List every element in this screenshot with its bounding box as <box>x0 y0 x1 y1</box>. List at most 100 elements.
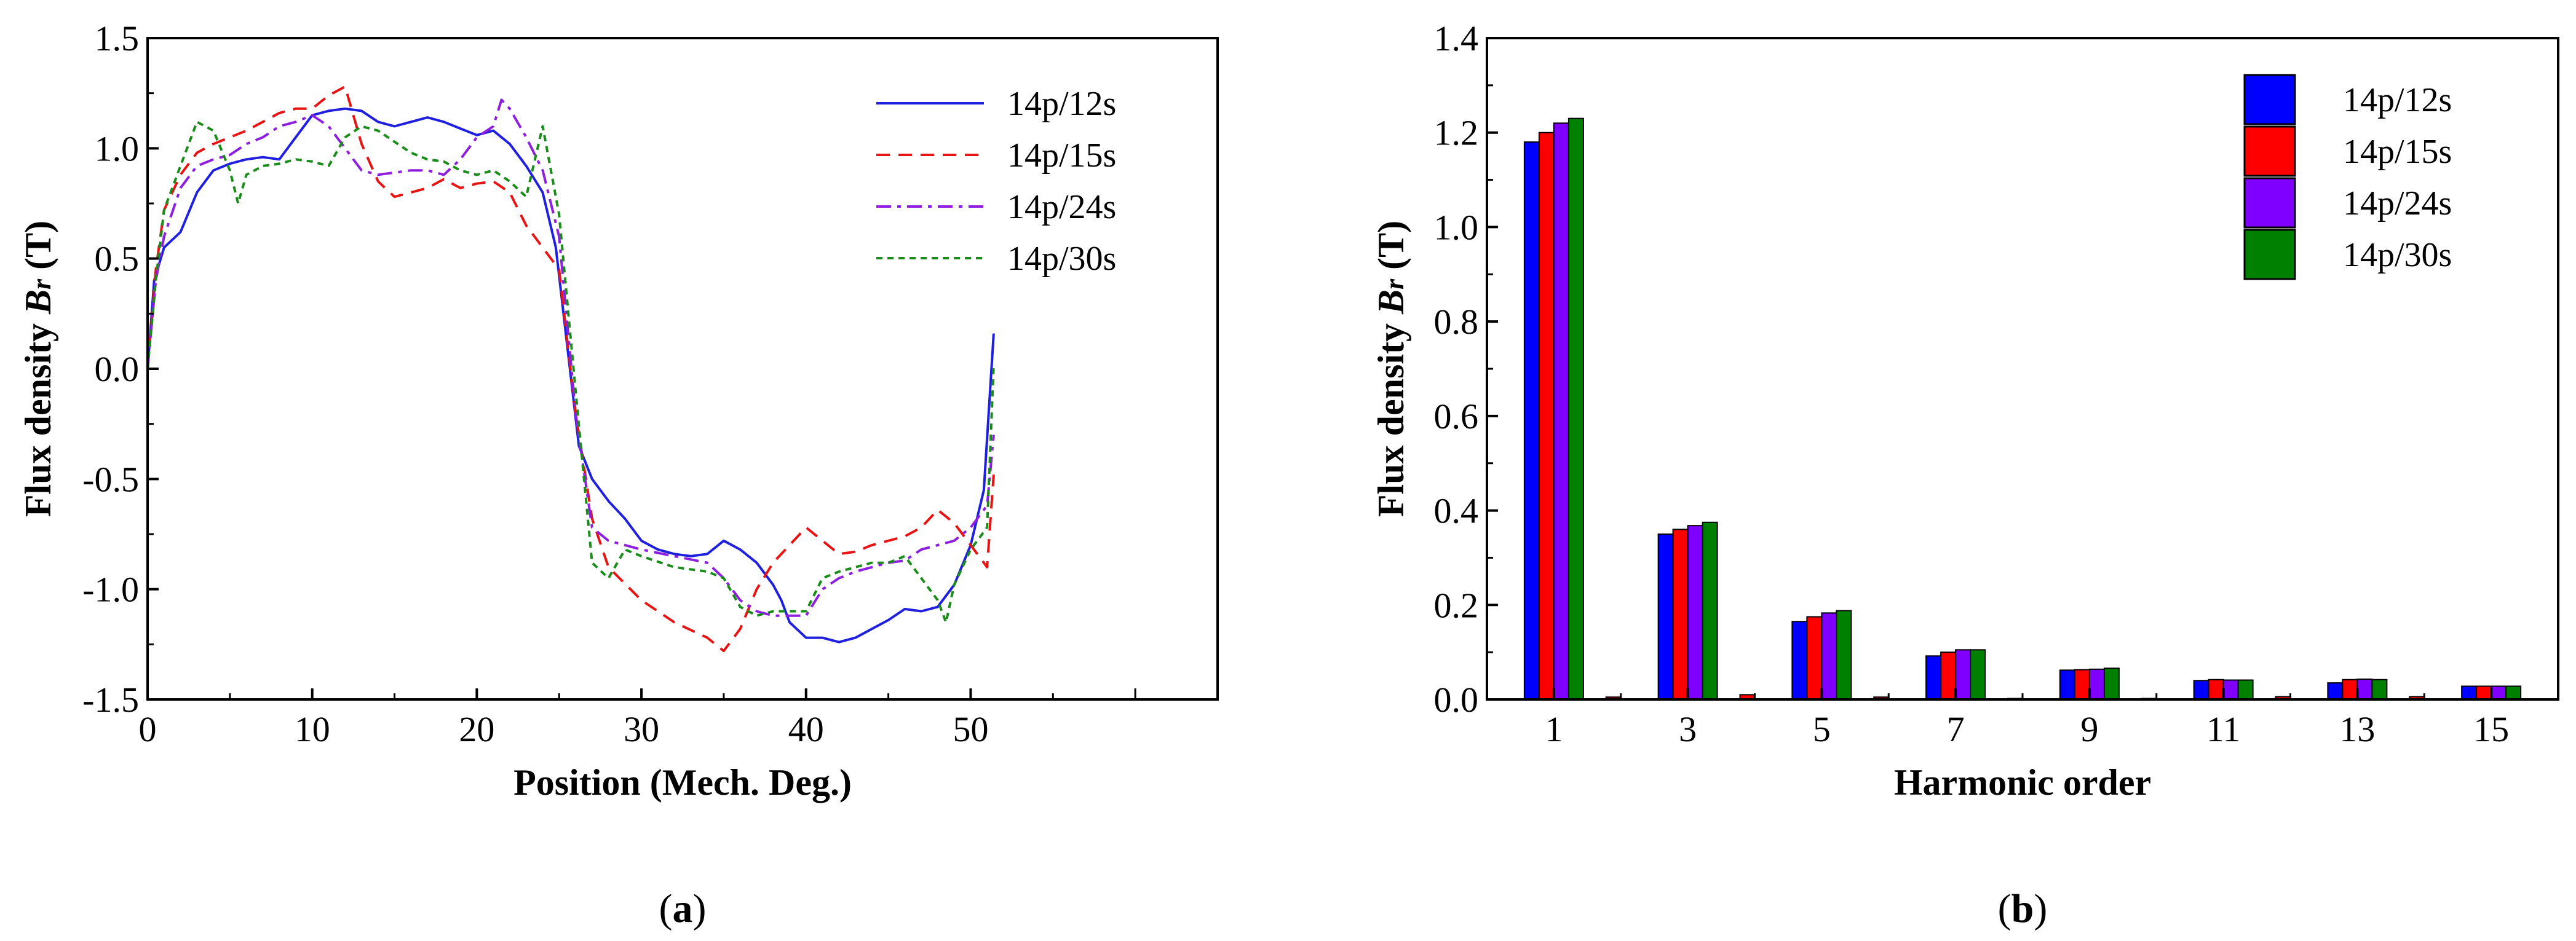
bar-14p-15s-harmonic-15 <box>2476 685 2492 700</box>
bar-14p-12s-harmonic-7 <box>1925 655 1942 700</box>
bar-14p-24s-harmonic-3 <box>1687 525 1703 700</box>
legend-label: 14p/15s <box>1007 136 1116 175</box>
legend-swatch-14p-24s <box>2243 177 2296 229</box>
bar-14p-15s-harmonic-5 <box>1806 616 1823 700</box>
panel-a-y-tick-label: -1.5 <box>82 680 139 720</box>
bar-14p-24s-harmonic-13 <box>2356 678 2373 700</box>
panel-a-x-tick-label: 10 <box>295 709 330 749</box>
bar-14p-30s-harmonic-1 <box>1567 117 1584 700</box>
bar-14p-12s-harmonic-1 <box>1523 141 1540 701</box>
panel-b-label-open: ( <box>1998 886 2011 931</box>
legend-label: 14p/30s <box>1007 240 1116 278</box>
panel-a-y-axis-title: Flux density Br (T) <box>18 221 58 517</box>
panel-a-y-axis-title-text: Flux density <box>18 314 58 517</box>
bar-14p-30s-harmonic-7 <box>1970 649 1986 701</box>
panel-a-x-axis-title: Position (Mech. Deg.) <box>513 762 852 803</box>
panel-a-x-tick-label: 20 <box>459 709 494 749</box>
bar-14p-30s-harmonic-11 <box>2237 679 2254 700</box>
panel-a-x-tick-label: 50 <box>953 709 988 749</box>
panel-a-y-axis-title-unit: (T) <box>18 221 58 279</box>
bar-14p-12s-harmonic-13 <box>2327 682 2344 700</box>
panel-a-y-axis-title-subscript: r <box>26 278 57 289</box>
panel-b-y-tick-label: 1.0 <box>1434 207 1479 247</box>
panel-a-y-tick-label: 1.5 <box>95 18 140 58</box>
bar-14p-24s-harmonic-15 <box>2491 685 2507 700</box>
bar-14p-15s-harmonic-11 <box>2208 679 2224 700</box>
panel-b-y-axis-title-subscript: r <box>1379 278 1409 289</box>
panel-b-y-tick-label: 1.2 <box>1434 113 1479 153</box>
panel-a-label-open: ( <box>659 886 673 931</box>
bar-14p-30s-harmonic-9 <box>2103 667 2120 701</box>
panel-b-label-close: ) <box>2034 886 2047 931</box>
panel-b-y-axis-title-symbol: B <box>1371 289 1411 315</box>
panel-a-legend: 14p/12s 14p/15s 14p/24s 14p/30s <box>876 85 1116 278</box>
bar-14p-15s-harmonic-1 <box>1538 132 1555 700</box>
bar-14p-12s-harmonic-15 <box>2461 685 2478 700</box>
bar-14p-15s-harmonic-9 <box>2074 669 2090 700</box>
panel-a-y-tick-label: 1.0 <box>95 128 140 168</box>
bar-14p-30s-harmonic-3 <box>1702 521 1718 700</box>
bar-14p-24s-harmonic-5 <box>1821 612 1837 701</box>
panel-a-y-tick-label: 0.0 <box>95 349 140 389</box>
panel-b-y-tick-label: 0.6 <box>1434 396 1479 436</box>
panel-b-x-tick-label: 1 <box>1545 709 1563 749</box>
panel-a-label: (a) <box>659 886 707 931</box>
panel-a-y-axis: -1.5 -1.0 -0.5 0.0 0.5 1.0 1.5 <box>82 18 159 720</box>
panel-b-y-axis-title: Flux density Br (T) <box>1371 221 1411 517</box>
series-line-14p-12s <box>146 107 995 644</box>
panel-a-label-close: ) <box>693 886 707 931</box>
panel-a-y-tick-label: -1.0 <box>82 570 139 610</box>
series-line-14p-15s <box>146 85 995 653</box>
panel-b-x-tick-label: 5 <box>1813 709 1831 749</box>
bar-14p-15s-harmonic-7 <box>1940 652 1957 700</box>
panel-b-label-letter: b <box>2011 886 2034 931</box>
panel-b-x-tick-label: 7 <box>1947 709 1965 749</box>
bar-14p-24s-harmonic-9 <box>2088 668 2105 700</box>
bar-14p-24s-harmonic-11 <box>2222 679 2239 700</box>
legend-label: 14p/24s <box>1007 188 1116 226</box>
bar-14p-24s-harmonic-1 <box>1553 122 1569 701</box>
bar-14p-30s-harmonic-5 <box>1836 610 1852 700</box>
panel-b-y-tick-label: 0.4 <box>1434 491 1479 531</box>
bar-14p-30s-harmonic-15 <box>2505 685 2522 700</box>
panel-a-label-letter: a <box>673 886 693 931</box>
panel-a-x-tick-label: 0 <box>139 709 157 749</box>
series-line-14p-24s <box>146 98 995 617</box>
panel-b-y-axis: 0.0 0.2 0.4 0.6 0.8 1.0 1.2 1.4 <box>1434 18 1498 720</box>
panel-a-x-tick-label: 30 <box>624 709 659 749</box>
bar-14p-15s-harmonic-3 <box>1672 529 1689 700</box>
panel-b-y-tick-label: 0.0 <box>1434 680 1479 720</box>
panel-b-y-tick-label: 1.4 <box>1434 18 1479 58</box>
panel-b-y-axis-title-unit: (T) <box>1371 221 1411 279</box>
panel-b-x-tick-label: 13 <box>2339 709 2375 749</box>
panel-a-x-tick-label: 40 <box>788 709 824 749</box>
bar-14p-12s-harmonic-3 <box>1657 533 1674 700</box>
series-line-14p-30s <box>146 120 995 624</box>
panel-b-x-axis: 1 3 5 7 9 11 13 15 <box>1545 688 2509 749</box>
panel-b-y-axis-title-text: Flux density <box>1371 314 1411 517</box>
panel-b-legend: 14p/12s 14p/15s 14p/24s 14p/30s <box>2243 74 2452 280</box>
panel-b-x-tick-label: 9 <box>2080 709 2098 749</box>
bar-14p-30s-harmonic-13 <box>2371 679 2388 700</box>
panel-a-line-chart: 0 10 20 30 40 50 -1.5 -1.0 -0.5 0.0 0.5 1.0 1.5 Pos… <box>18 18 1219 931</box>
legend-label: 14p/12s <box>2343 81 2452 119</box>
panel-a-x-axis: 0 10 20 30 40 50 <box>139 688 1136 749</box>
bar-14p-24s-harmonic-7 <box>1955 649 1972 701</box>
legend-swatch-14p-12s <box>2243 74 2296 125</box>
panel-b-bar-chart: 1 3 5 7 9 11 13 15 0.00.20.40.60.81.01.21.4 Har… <box>1371 18 2559 931</box>
panel-a-y-axis-title-symbol: B <box>18 289 58 315</box>
panel-b-x-tick-label: 3 <box>1679 709 1697 749</box>
panel-b-x-tick-label: 15 <box>2473 709 2509 749</box>
bar-14p-12s-harmonic-5 <box>1791 621 1808 701</box>
legend-label: 14p/12s <box>1007 85 1116 123</box>
legend-label: 14p/24s <box>2343 184 2452 222</box>
legend-label: 14p/30s <box>2343 236 2452 274</box>
bar-14p-12s-harmonic-11 <box>2193 680 2209 701</box>
bar-14p-15s-harmonic-13 <box>2342 679 2358 700</box>
legend-swatch-14p-30s <box>2243 229 2296 280</box>
panel-b-x-tick-label: 11 <box>2206 709 2241 749</box>
bar-14p-12s-harmonic-9 <box>2059 669 2075 700</box>
panel-a-series-group <box>146 85 995 653</box>
panel-b-x-axis-title: Harmonic order <box>1894 762 2151 803</box>
